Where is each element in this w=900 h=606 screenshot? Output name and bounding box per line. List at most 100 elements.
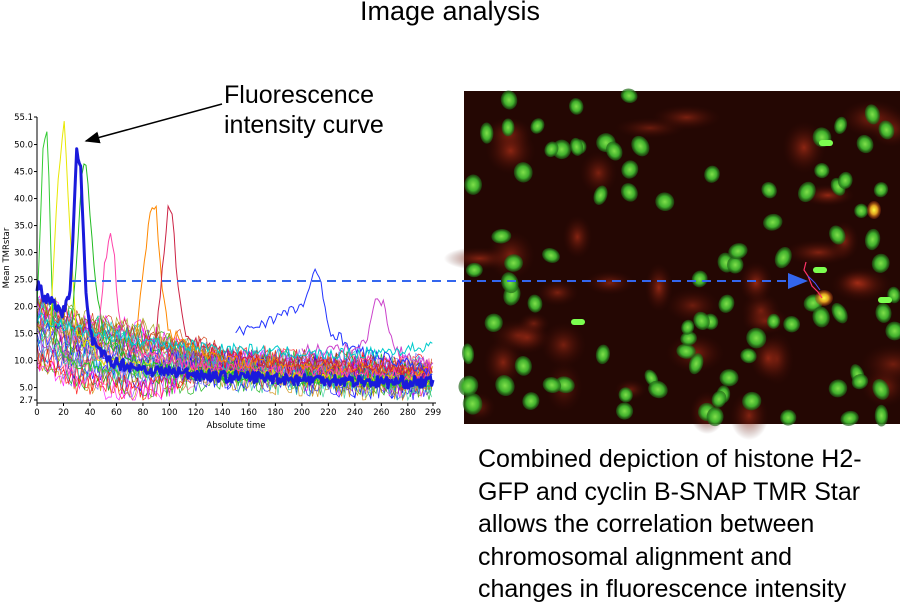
nucleus	[831, 303, 848, 324]
nucleus	[840, 410, 859, 426]
nucleus	[680, 331, 697, 346]
cytoplasm-blob	[784, 239, 853, 266]
y-tick-label: 55.1	[14, 113, 33, 123]
nucleus	[854, 203, 869, 219]
nucleus	[513, 162, 533, 183]
cytoplasm-blob	[837, 270, 878, 296]
annotation-line-2: intensity curve	[224, 111, 384, 139]
peak-trace	[301, 298, 434, 372]
microscopy-image	[443, 88, 900, 441]
cell-track-path-2	[807, 275, 821, 291]
nucleus	[864, 228, 881, 251]
x-tick-labels: 0 20 40 60 80 100 120 140 160 180 200 220 240 260 280 2…	[34, 403, 441, 418]
x-tick-label: 0	[34, 408, 39, 418]
peak-trace	[36, 312, 433, 361]
nucleus	[766, 313, 781, 329]
peak-trace	[235, 267, 433, 376]
curve-annotation: Fluorescence intensity curve	[224, 80, 384, 140]
highlighted-trace	[35, 147, 435, 390]
mitotic-chromosomes	[819, 140, 833, 146]
nucleus	[514, 356, 532, 376]
background-series	[36, 121, 434, 402]
nucleus	[569, 98, 584, 115]
nucleus	[814, 163, 830, 179]
nucleus	[851, 374, 869, 390]
mitotic-chromosomes	[878, 297, 892, 303]
nucleus	[797, 181, 816, 203]
nucleus	[878, 120, 895, 140]
x-tick-label: 120	[188, 408, 204, 418]
x-tick-label: 160	[241, 408, 257, 418]
x-tick-label: 140	[214, 408, 230, 418]
nucleus	[693, 311, 710, 330]
y-tick-label: 10.0	[14, 357, 33, 367]
nucleus	[676, 343, 696, 359]
nucleus	[655, 192, 675, 212]
y-tick-label: 20.0	[14, 303, 33, 313]
nuclei-layer	[458, 88, 900, 427]
nucleus	[774, 247, 792, 269]
nucleus	[763, 213, 783, 231]
y-tick-labels: 55.1 50.0 45.0 40.0 35.0 30.0 25.0 20.0 15.0 10.0…	[14, 113, 37, 406]
cytoplasm-blob	[579, 151, 618, 195]
nucleus	[530, 118, 545, 134]
nucleus	[719, 369, 739, 387]
nucleus	[544, 141, 559, 158]
highlighted-series	[35, 147, 435, 390]
nucleus	[829, 225, 846, 245]
cytoplasm-blob	[860, 343, 900, 385]
intensity-chart: 55.1 50.0 45.0 40.0 35.0 30.0 25.0 20.0 15.0 10.0…	[2, 113, 441, 431]
y-tick-label: 25.0	[14, 276, 33, 286]
nucleus	[856, 134, 874, 154]
nucleus	[648, 380, 668, 399]
peak-trace	[135, 204, 433, 377]
x-tick-label: 20	[58, 408, 69, 418]
cytoplasm-blob	[665, 288, 721, 323]
nucleus	[527, 294, 543, 313]
nucleus	[681, 319, 695, 335]
nucleus	[742, 391, 762, 411]
annotation-line-1: Fluorescence	[224, 81, 375, 109]
nucleus	[491, 228, 512, 244]
nucleus	[874, 404, 889, 427]
nucleus	[620, 183, 638, 202]
x-tick-label: 40	[85, 408, 96, 418]
nucleus	[746, 327, 767, 349]
nucleus	[542, 248, 560, 263]
nucleus	[593, 185, 608, 205]
background-trace	[36, 336, 432, 401]
nucleus	[711, 390, 727, 408]
cytoplasm-signal	[443, 99, 900, 441]
nucleus	[484, 313, 503, 333]
bright-cell	[867, 201, 881, 219]
nucleus	[727, 256, 744, 274]
annotation-arrow	[84, 103, 223, 144]
cytoplasm-blob	[489, 319, 547, 352]
y-tick-label: 30.0	[14, 249, 33, 259]
x-tick-label: 100	[161, 408, 177, 418]
nucleus	[595, 344, 610, 365]
nucleus	[834, 116, 848, 135]
y-tick-label: 15.0	[14, 330, 33, 340]
nucleus	[728, 243, 748, 260]
cell-track-path	[803, 261, 823, 299]
nucleus	[783, 316, 801, 333]
nucleus	[570, 137, 584, 156]
nucleus	[461, 343, 475, 365]
nucleus	[875, 303, 892, 323]
y-tick-label: 40.0	[14, 195, 33, 205]
x-tick-label: 280	[400, 408, 416, 418]
y-tick-label: 35.0	[14, 222, 33, 232]
cytoplasm-blob	[562, 215, 593, 259]
nucleus	[618, 387, 633, 403]
y-tick-label: 50.0	[14, 141, 33, 151]
nucleus	[480, 122, 494, 144]
nucleus	[616, 402, 634, 420]
nucleus	[780, 409, 797, 426]
nucleus	[621, 160, 639, 179]
nucleus	[464, 174, 482, 195]
nucleus	[542, 377, 562, 394]
peak-trace	[155, 204, 433, 376]
x-tick-label: 260	[373, 408, 389, 418]
